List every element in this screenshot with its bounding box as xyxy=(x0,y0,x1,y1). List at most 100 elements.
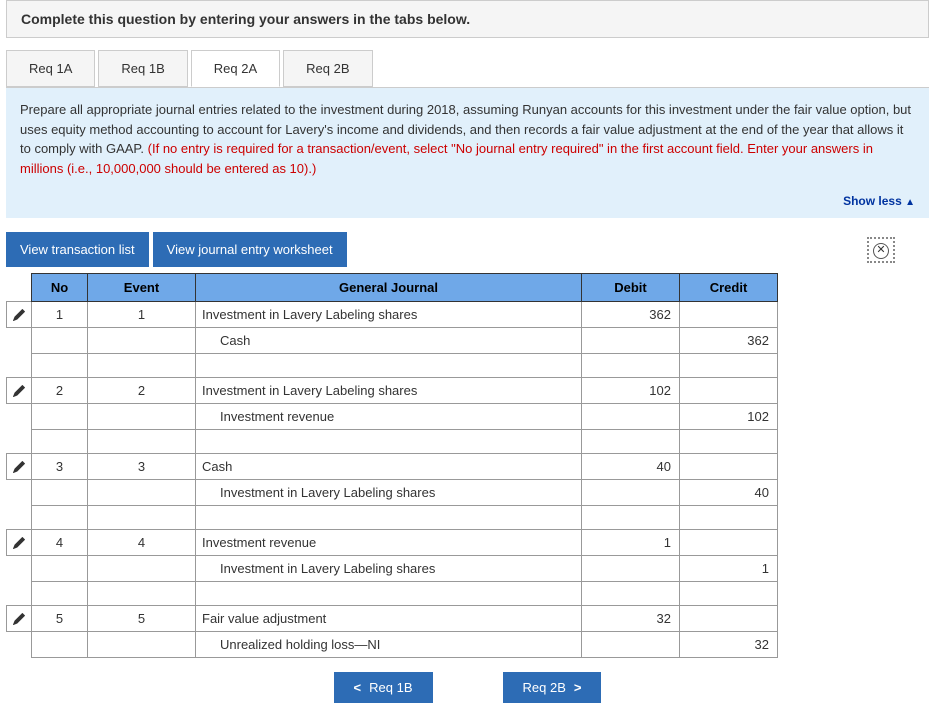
empty-cell xyxy=(88,354,196,378)
next-button[interactable]: Req 2B > xyxy=(503,672,602,703)
table-row: 11Investment in Lavery Labeling shares36… xyxy=(7,302,778,328)
empty-cell xyxy=(7,404,32,430)
empty-cell xyxy=(7,632,32,658)
cell-credit[interactable]: 362 xyxy=(680,328,778,354)
cell-credit[interactable] xyxy=(680,378,778,404)
prev-button[interactable]: < Req 1B xyxy=(334,672,433,703)
col-header-debit: Debit xyxy=(582,274,680,302)
cell-debit[interactable]: 40 xyxy=(582,454,680,480)
cell-account[interactable]: Investment in Lavery Labeling shares xyxy=(196,556,582,582)
cell-account[interactable]: Cash xyxy=(196,328,582,354)
edit-row-button[interactable] xyxy=(7,302,32,328)
empty-cell xyxy=(88,582,196,606)
tab-req-1b[interactable]: Req 1B xyxy=(98,50,187,87)
header-text: Complete this question by entering your … xyxy=(21,11,470,27)
chevron-right-icon: > xyxy=(574,680,582,695)
cell-credit[interactable]: 40 xyxy=(680,480,778,506)
empty-cell xyxy=(582,430,680,454)
instructions-panel: Prepare all appropriate journal entries … xyxy=(6,87,929,190)
cell-no: 4 xyxy=(32,530,88,556)
cell-account[interactable]: Investment revenue xyxy=(196,530,582,556)
cell-no xyxy=(32,404,88,430)
empty-cell xyxy=(680,582,778,606)
table-row: 55Fair value adjustment32 xyxy=(7,606,778,632)
tab-req-1a[interactable]: Req 1A xyxy=(6,50,95,87)
view-transaction-list-button[interactable]: View transaction list xyxy=(6,232,149,267)
caret-up-icon: ▲ xyxy=(905,197,915,208)
cell-debit[interactable] xyxy=(582,556,680,582)
cell-credit[interactable] xyxy=(680,454,778,480)
view-buttons-row: View transaction list View journal entry… xyxy=(0,232,935,267)
cell-credit[interactable]: 32 xyxy=(680,632,778,658)
cell-account[interactable]: Investment revenue xyxy=(196,404,582,430)
cell-no xyxy=(32,556,88,582)
cell-debit[interactable] xyxy=(582,404,680,430)
spacer-row xyxy=(7,430,778,454)
cell-no: 2 xyxy=(32,378,88,404)
cell-debit[interactable] xyxy=(582,632,680,658)
journal-table: No Event General Journal Debit Credit 11… xyxy=(6,273,778,658)
cell-credit[interactable]: 1 xyxy=(680,556,778,582)
cell-event xyxy=(88,556,196,582)
cell-debit[interactable]: 362 xyxy=(582,302,680,328)
cell-debit[interactable]: 32 xyxy=(582,606,680,632)
chevron-left-icon: < xyxy=(354,680,362,695)
show-less-label: Show less xyxy=(843,194,902,208)
table-row: 22Investment in Lavery Labeling shares10… xyxy=(7,378,778,404)
empty-cell xyxy=(7,328,32,354)
edit-row-button[interactable] xyxy=(7,530,32,556)
table-row: 33Cash40 xyxy=(7,454,778,480)
cell-no xyxy=(32,632,88,658)
cell-event: 2 xyxy=(88,378,196,404)
empty-cell xyxy=(196,354,582,378)
edit-row-button[interactable] xyxy=(7,606,32,632)
tab-req-2a[interactable]: Req 2A xyxy=(191,50,280,87)
spacer-row xyxy=(7,506,778,530)
cell-credit[interactable] xyxy=(680,302,778,328)
nav-buttons: < Req 1B Req 2B > xyxy=(0,672,935,703)
prev-label: Req 1B xyxy=(369,680,412,695)
instruction-header: Complete this question by entering your … xyxy=(6,0,929,38)
edit-row-button[interactable] xyxy=(7,454,32,480)
cell-debit[interactable] xyxy=(582,480,680,506)
table-row: Investment in Lavery Labeling shares 40 xyxy=(7,480,778,506)
cell-debit[interactable]: 1 xyxy=(582,530,680,556)
cell-event xyxy=(88,480,196,506)
cell-account[interactable]: Investment in Lavery Labeling shares xyxy=(196,302,582,328)
col-header-general-journal: General Journal xyxy=(196,274,582,302)
cell-debit[interactable] xyxy=(582,328,680,354)
cell-account[interactable]: Cash xyxy=(196,454,582,480)
cell-event: 3 xyxy=(88,454,196,480)
table-row: Unrealized holding loss—NI 32 xyxy=(7,632,778,658)
cell-no xyxy=(32,328,88,354)
cell-no: 1 xyxy=(32,302,88,328)
cell-credit[interactable] xyxy=(680,530,778,556)
cell-credit[interactable]: 102 xyxy=(680,404,778,430)
cell-account[interactable]: Investment in Lavery Labeling shares xyxy=(196,480,582,506)
next-label: Req 2B xyxy=(523,680,566,695)
cell-account[interactable]: Fair value adjustment xyxy=(196,606,582,632)
cell-credit[interactable] xyxy=(680,606,778,632)
cell-debit[interactable]: 102 xyxy=(582,378,680,404)
edit-row-button[interactable] xyxy=(7,378,32,404)
cell-account[interactable]: Unrealized holding loss—NI xyxy=(196,632,582,658)
table-row: Investment revenue 102 xyxy=(7,404,778,430)
empty-cell xyxy=(7,556,32,582)
close-icon: ✕ xyxy=(873,243,889,259)
instructions-note: (If no entry is required for a transacti… xyxy=(20,141,873,176)
col-header-event: Event xyxy=(88,274,196,302)
cell-event xyxy=(88,404,196,430)
empty-cell xyxy=(680,430,778,454)
col-header-credit: Credit xyxy=(680,274,778,302)
close-icon-container[interactable]: ✕ xyxy=(867,237,895,263)
cell-no: 3 xyxy=(32,454,88,480)
tab-req-2b[interactable]: Req 2B xyxy=(283,50,372,87)
cell-account[interactable]: Investment in Lavery Labeling shares xyxy=(196,378,582,404)
empty-cell xyxy=(196,506,582,530)
empty-cell xyxy=(88,430,196,454)
empty-cell xyxy=(32,354,88,378)
cell-event xyxy=(88,632,196,658)
table-row: Cash 362 xyxy=(7,328,778,354)
show-less-toggle[interactable]: Show less ▲ xyxy=(6,190,929,218)
view-journal-worksheet-button[interactable]: View journal entry worksheet xyxy=(153,232,347,267)
